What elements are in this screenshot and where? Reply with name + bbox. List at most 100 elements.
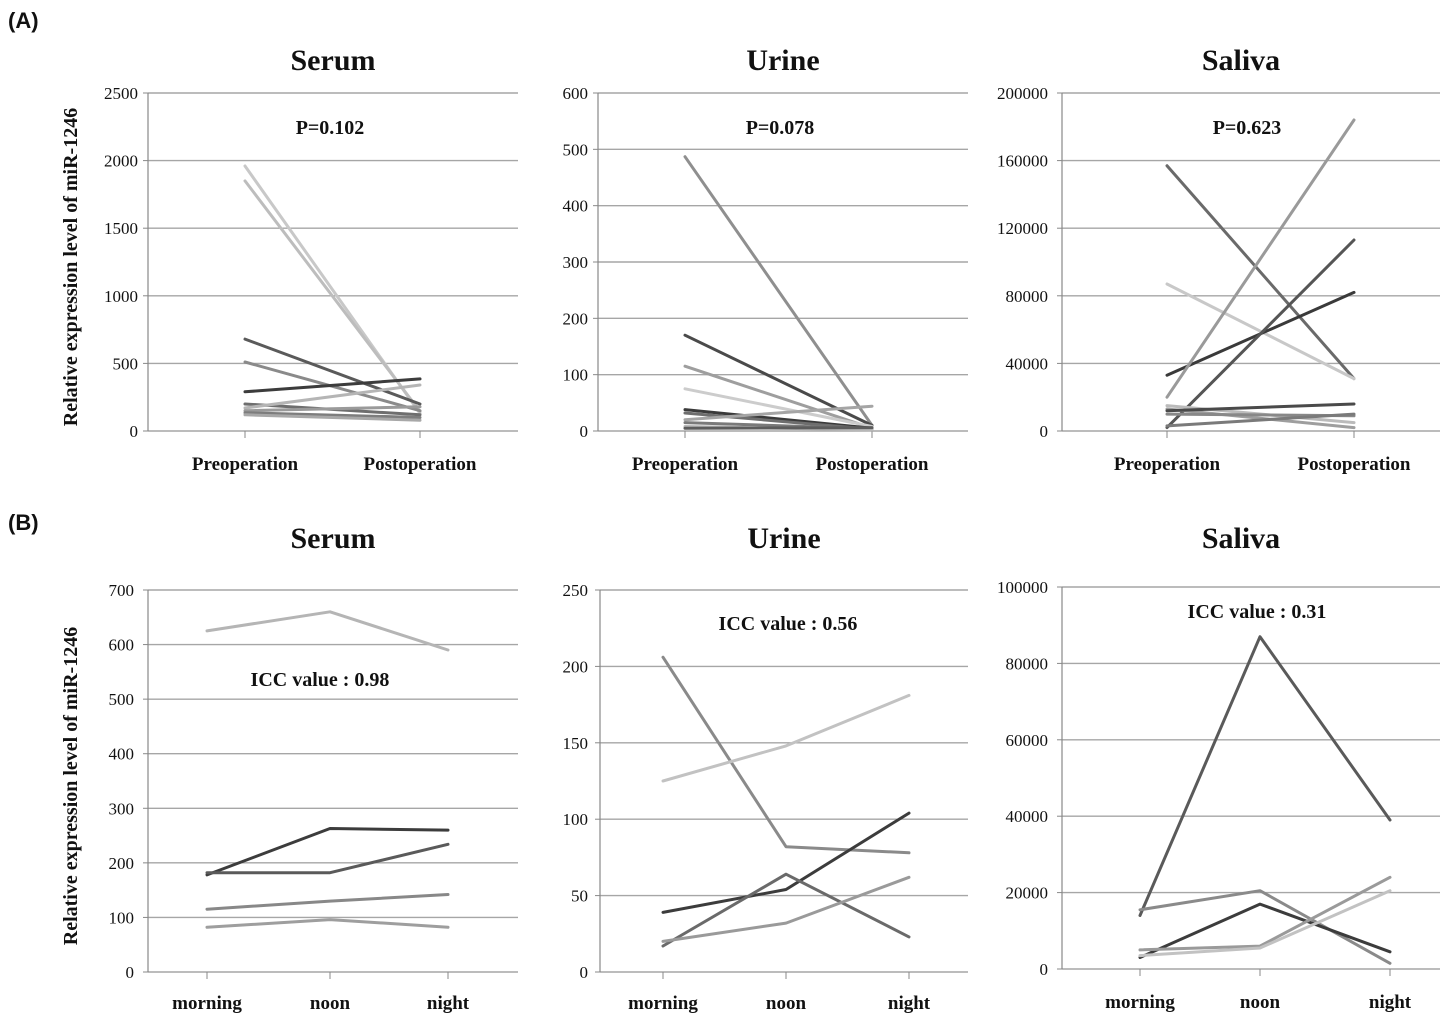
panel-label-b: (B) bbox=[8, 510, 39, 535]
series-line-2 bbox=[205, 827, 450, 877]
series-line-8 bbox=[1165, 402, 1356, 413]
series-line-10 bbox=[1165, 412, 1356, 428]
series-line-3 bbox=[661, 811, 911, 914]
y-tick-label: 80000 bbox=[1006, 654, 1049, 673]
series-line-5 bbox=[661, 875, 911, 943]
series-line-1 bbox=[205, 610, 450, 652]
y-tick-label: 1500 bbox=[104, 219, 138, 238]
chart-b-serum: 0 100 200 300 400 500 600 700 morning noon night Se… bbox=[60, 522, 518, 1014]
y-tick-label: 500 bbox=[113, 354, 139, 373]
series-line-7 bbox=[243, 383, 422, 410]
series-line-9 bbox=[243, 411, 422, 419]
x-tick-label: morning bbox=[1105, 992, 1175, 1013]
x-tick-label: noon bbox=[310, 993, 351, 1014]
y-tick-label: 700 bbox=[109, 581, 135, 600]
series-line-1 bbox=[1165, 164, 1356, 381]
y-tick-label: 100 bbox=[563, 366, 589, 385]
y-axis-label: Relative expression level of miR-1246 bbox=[60, 627, 82, 945]
series-line-3 bbox=[205, 842, 450, 875]
series-line-5 bbox=[243, 377, 422, 394]
series-line-5 bbox=[1138, 889, 1392, 958]
series-line-3 bbox=[1138, 902, 1392, 959]
series-line-2 bbox=[243, 179, 422, 413]
series-line-5 bbox=[205, 918, 450, 929]
y-tick-label: 0 bbox=[1040, 422, 1049, 441]
series-line-4 bbox=[1138, 875, 1392, 952]
y-tick-label: 400 bbox=[109, 745, 135, 764]
series-line-3 bbox=[243, 337, 422, 406]
y-tick-label: 600 bbox=[109, 636, 135, 655]
x-tick-label: Preoperation bbox=[632, 454, 739, 475]
y-tick-label: 0 bbox=[130, 422, 139, 441]
y-tick-label: 600 bbox=[563, 84, 589, 103]
y-tick-label: 60000 bbox=[1006, 731, 1049, 750]
y-tick-label: 100 bbox=[563, 810, 589, 829]
y-tick-label: 2500 bbox=[104, 84, 138, 103]
y-tick-label: 0 bbox=[580, 422, 589, 441]
series-line-3 bbox=[683, 364, 874, 430]
y-tick-label: 20000 bbox=[1006, 884, 1049, 903]
chart-title: Saliva bbox=[1202, 44, 1280, 77]
chart-b-saliva: 0 20000 40000 60000 80000 100000 morning noon ni… bbox=[997, 522, 1440, 1013]
stat-annotation: P=0.623 bbox=[1213, 117, 1282, 139]
stat-annotation: P=0.078 bbox=[746, 117, 815, 139]
y-tick-label: 200 bbox=[563, 309, 589, 328]
y-tick-label: 100 bbox=[109, 908, 135, 927]
series-line-4 bbox=[683, 387, 874, 428]
panel-label-a: (A) bbox=[8, 8, 39, 33]
chart-a-urine: 0 100 200 300 400 500 600 Preoperation Postopera… bbox=[563, 44, 968, 475]
y-tick-label: 500 bbox=[109, 690, 135, 709]
series-line-10 bbox=[683, 426, 874, 430]
x-tick-label: noon bbox=[766, 993, 807, 1014]
series-line-4 bbox=[1165, 118, 1356, 399]
stat-annotation: P=0.102 bbox=[296, 117, 365, 139]
chart-title: Serum bbox=[291, 522, 376, 555]
series-line-7 bbox=[1165, 407, 1356, 430]
chart-title: Saliva bbox=[1202, 522, 1280, 555]
x-tick-label: night bbox=[888, 993, 931, 1014]
y-tick-label: 150 bbox=[563, 734, 589, 753]
series-line-2 bbox=[1138, 889, 1392, 965]
y-tick-label: 160000 bbox=[997, 152, 1048, 171]
y-tick-label: 1000 bbox=[104, 287, 138, 306]
y-tick-label: 200 bbox=[109, 854, 135, 873]
x-tick-label: Preoperation bbox=[192, 454, 299, 475]
x-tick-label: night bbox=[427, 993, 470, 1014]
y-tick-label: 0 bbox=[126, 963, 135, 982]
y-tick-label: 400 bbox=[563, 197, 589, 216]
series-line-10 bbox=[243, 413, 422, 422]
y-tick-label: 200 bbox=[563, 657, 589, 676]
y-tick-label: 2000 bbox=[104, 152, 138, 171]
y-tick-label: 0 bbox=[580, 963, 589, 982]
y-tick-label: 100000 bbox=[997, 578, 1048, 597]
y-tick-label: 300 bbox=[109, 799, 135, 818]
series-line-4 bbox=[661, 872, 911, 948]
chart-title: Urine bbox=[747, 522, 820, 555]
chart-a-saliva: 0 40000 80000 120000 160000 200000 Preoperatio… bbox=[997, 44, 1440, 475]
y-tick-label: 40000 bbox=[1006, 807, 1049, 826]
x-tick-label: night bbox=[1369, 992, 1412, 1013]
series-line-2 bbox=[1165, 282, 1356, 381]
stat-annotation: ICC value : 0.98 bbox=[251, 669, 390, 691]
series-line-4 bbox=[205, 893, 450, 911]
series-line-1 bbox=[683, 155, 874, 427]
y-axis-label: Relative expression level of miR-1246 bbox=[60, 108, 82, 426]
series-line-7 bbox=[683, 404, 874, 422]
x-tick-label: Postoperation bbox=[1298, 454, 1411, 475]
y-tick-label: 250 bbox=[563, 581, 589, 600]
x-tick-label: Postoperation bbox=[364, 454, 477, 475]
y-tick-label: 40000 bbox=[1006, 354, 1049, 373]
x-tick-label: morning bbox=[628, 993, 698, 1014]
y-tick-label: 50 bbox=[571, 887, 588, 906]
chart-title: Serum bbox=[291, 44, 376, 77]
y-tick-label: 200000 bbox=[997, 84, 1048, 103]
y-tick-label: 0 bbox=[1040, 960, 1049, 979]
chart-b-urine: 0 50 100 150 200 250 morning noon night Urine ICC … bbox=[563, 522, 968, 1014]
x-tick-label: Postoperation bbox=[816, 454, 929, 475]
y-tick-label: 80000 bbox=[1006, 287, 1049, 306]
x-tick-label: morning bbox=[172, 993, 242, 1014]
x-tick-label: Preoperation bbox=[1114, 454, 1221, 475]
series-line-1 bbox=[661, 655, 911, 855]
